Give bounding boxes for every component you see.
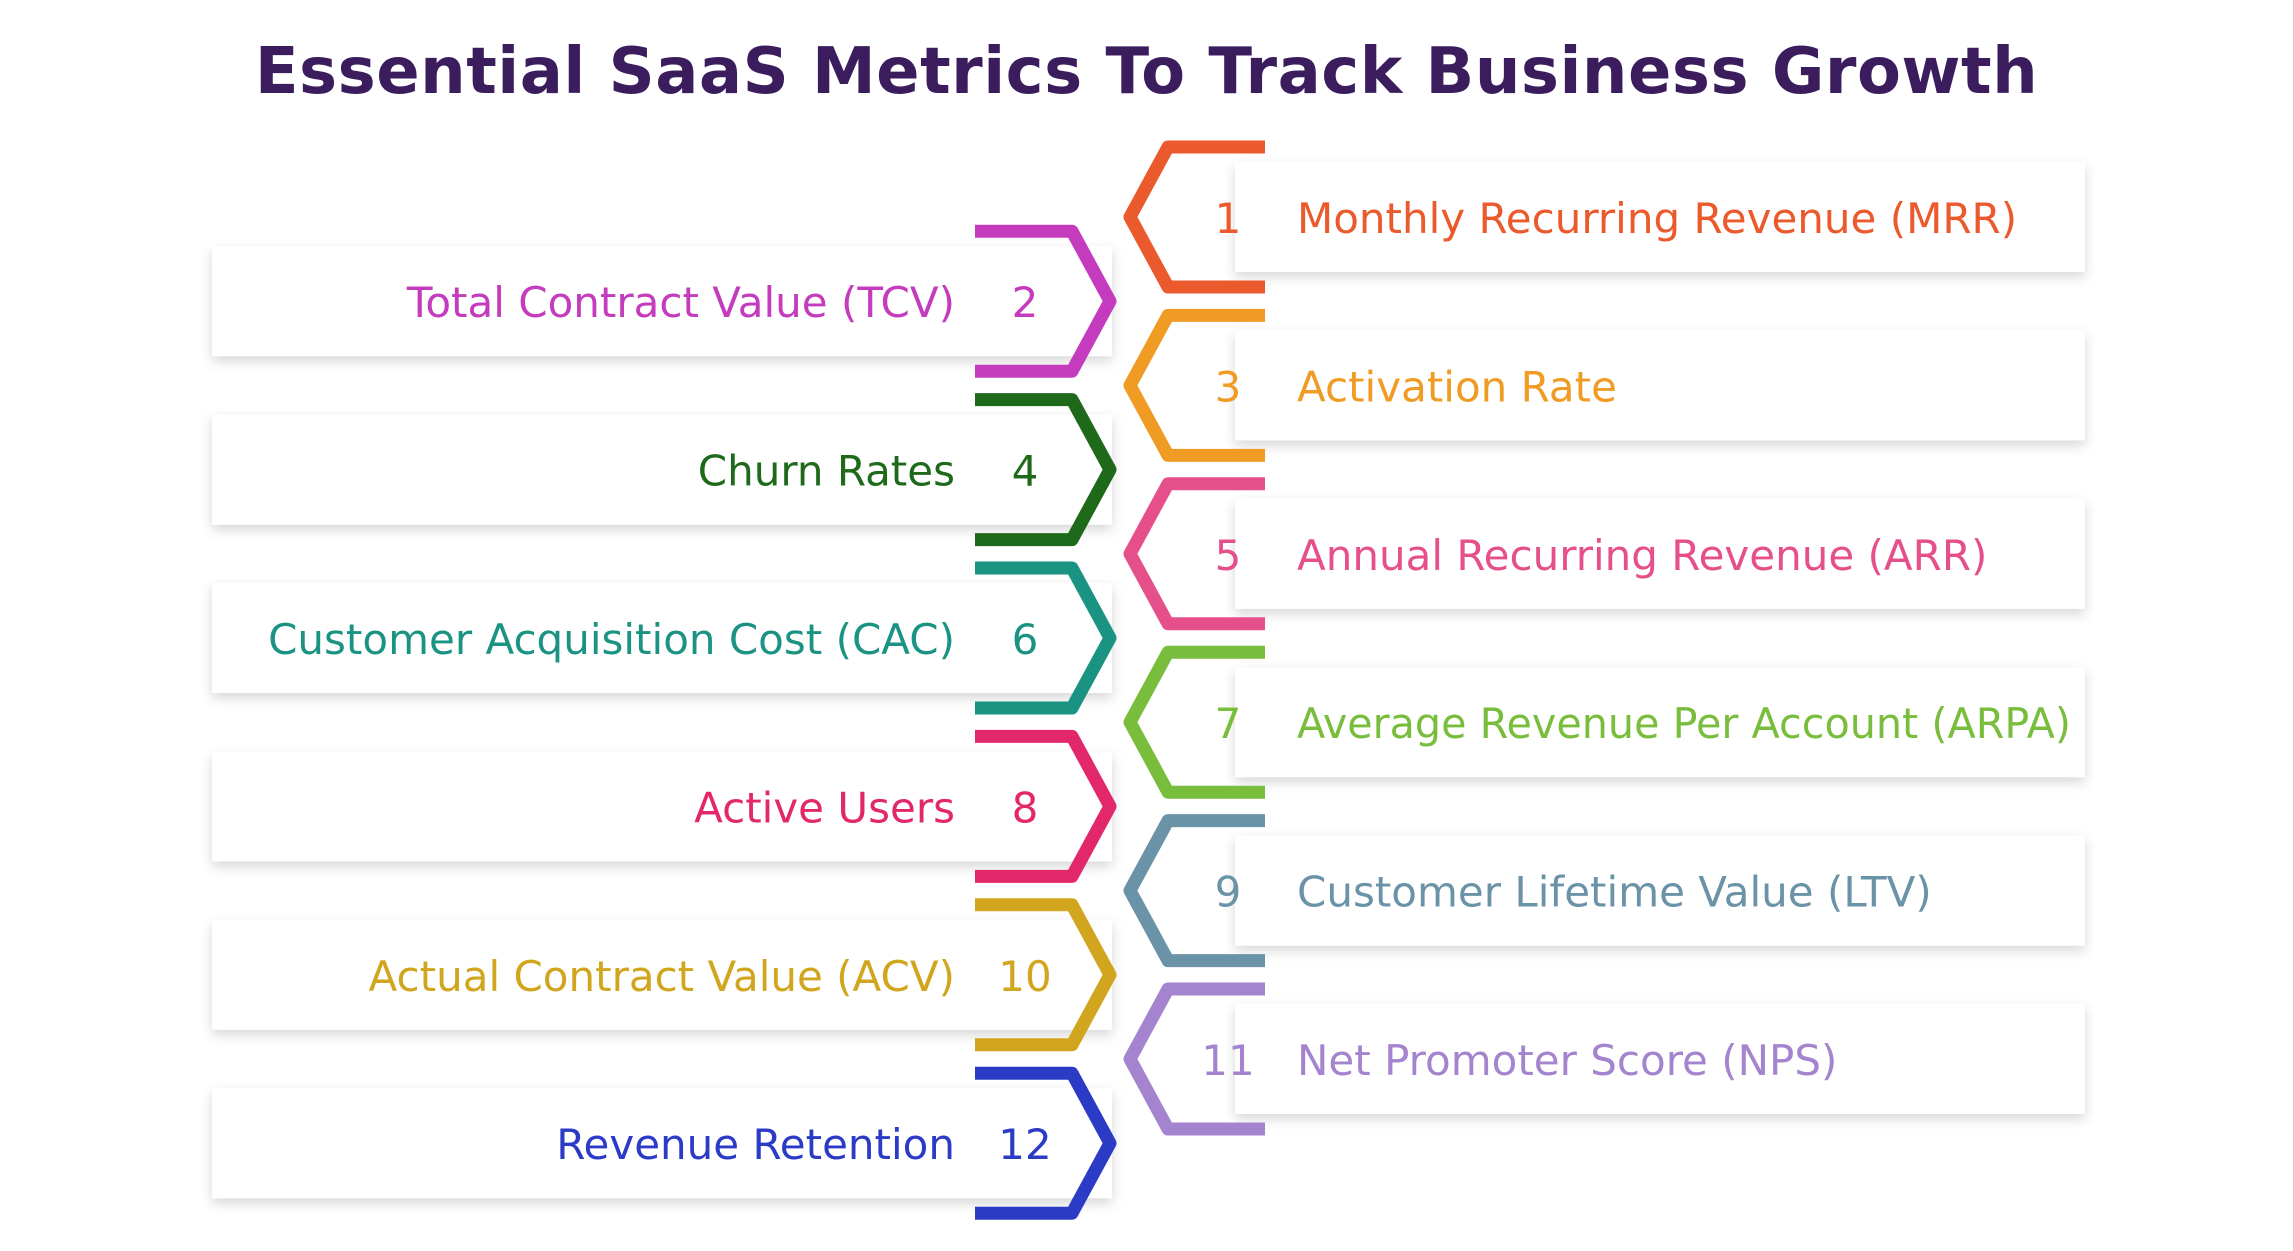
metric-item-2: 2 Total Contract Value (TCV) bbox=[212, 224, 1117, 378]
chevron-right-icon bbox=[975, 729, 1117, 883]
chevron-left-icon bbox=[1123, 477, 1265, 631]
metric-label: Average Revenue Per Account (ARPA) bbox=[1297, 699, 2071, 748]
metric-label: Net Promoter Score (NPS) bbox=[1297, 1036, 1837, 1085]
metric-card bbox=[212, 919, 1112, 1030]
metric-number: 4 bbox=[1012, 447, 1039, 496]
metric-number: 1 bbox=[1215, 194, 1242, 243]
metric-card bbox=[1235, 835, 2085, 946]
metric-number: 5 bbox=[1215, 531, 1242, 580]
metric-item-7: 7 Average Revenue Per Account (ARPA) bbox=[1123, 645, 2085, 799]
metric-item-12: 12 Revenue Retention bbox=[212, 1066, 1117, 1220]
metric-label: Active Users bbox=[694, 783, 955, 832]
metric-label: Revenue Retention bbox=[556, 1120, 955, 1169]
chevron-right-icon bbox=[975, 393, 1117, 547]
metric-item-8: 8 Active Users bbox=[212, 729, 1117, 883]
metric-number: 7 bbox=[1215, 699, 1242, 748]
metric-item-10: 10 Actual Contract Value (ACV) bbox=[212, 898, 1117, 1052]
metric-card bbox=[1235, 498, 2085, 609]
metric-item-6: 6 Customer Acquisition Cost (CAC) bbox=[212, 561, 1117, 715]
metric-label: Annual Recurring Revenue (ARR) bbox=[1297, 531, 1987, 580]
metric-item-3: 3 Activation Rate bbox=[1123, 308, 2085, 462]
page-title: Essential SaaS Metrics To Track Business… bbox=[254, 35, 2039, 109]
metric-item-4: 4 Churn Rates bbox=[212, 393, 1117, 547]
metric-label: Monthly Recurring Revenue (MRR) bbox=[1297, 194, 2017, 243]
chevron-right-icon bbox=[975, 1066, 1117, 1220]
metric-label: Activation Rate bbox=[1297, 362, 1617, 411]
metric-card bbox=[212, 1088, 1112, 1199]
chevron-right-icon bbox=[975, 561, 1117, 715]
chevron-right-icon bbox=[975, 224, 1117, 378]
metric-card bbox=[1235, 667, 2085, 778]
metric-label: Customer Acquisition Cost (CAC) bbox=[268, 615, 955, 664]
metric-item-1: 1 Monthly Recurring Revenue (MRR) bbox=[1123, 140, 2085, 294]
metric-number: 3 bbox=[1215, 362, 1242, 411]
metric-card bbox=[212, 751, 1112, 862]
metric-item-5: 5 Annual Recurring Revenue (ARR) bbox=[1123, 477, 2085, 631]
metric-item-11: 11 Net Promoter Score (NPS) bbox=[1123, 982, 2085, 1136]
metric-number: 2 bbox=[1012, 278, 1039, 327]
metric-item-9: 9 Customer Lifetime Value (LTV) bbox=[1123, 814, 2085, 968]
metric-card bbox=[1235, 1004, 2085, 1114]
metric-number: 11 bbox=[1201, 1036, 1254, 1085]
metric-card bbox=[1235, 330, 2085, 441]
metric-label: Churn Rates bbox=[698, 447, 955, 496]
metric-label: Total Contract Value (TCV) bbox=[406, 278, 955, 327]
metric-label: Customer Lifetime Value (LTV) bbox=[1297, 868, 1932, 917]
chevron-left-icon bbox=[1123, 645, 1265, 799]
metric-card bbox=[212, 246, 1112, 357]
metric-number: 6 bbox=[1012, 615, 1039, 664]
metric-number: 10 bbox=[998, 952, 1051, 1001]
chevron-right-icon bbox=[975, 898, 1117, 1052]
chevron-left-icon bbox=[1123, 982, 1265, 1136]
metric-number: 8 bbox=[1012, 783, 1039, 832]
metric-number: 9 bbox=[1215, 868, 1242, 917]
chevron-left-icon bbox=[1123, 814, 1265, 968]
metric-number: 12 bbox=[998, 1120, 1051, 1169]
metric-label: Actual Contract Value (ACV) bbox=[369, 952, 955, 1001]
chevron-left-icon bbox=[1123, 140, 1265, 294]
chevron-left-icon bbox=[1123, 308, 1265, 462]
metric-card bbox=[212, 414, 1112, 525]
metric-card bbox=[1235, 162, 2085, 272]
metric-card bbox=[212, 583, 1112, 693]
